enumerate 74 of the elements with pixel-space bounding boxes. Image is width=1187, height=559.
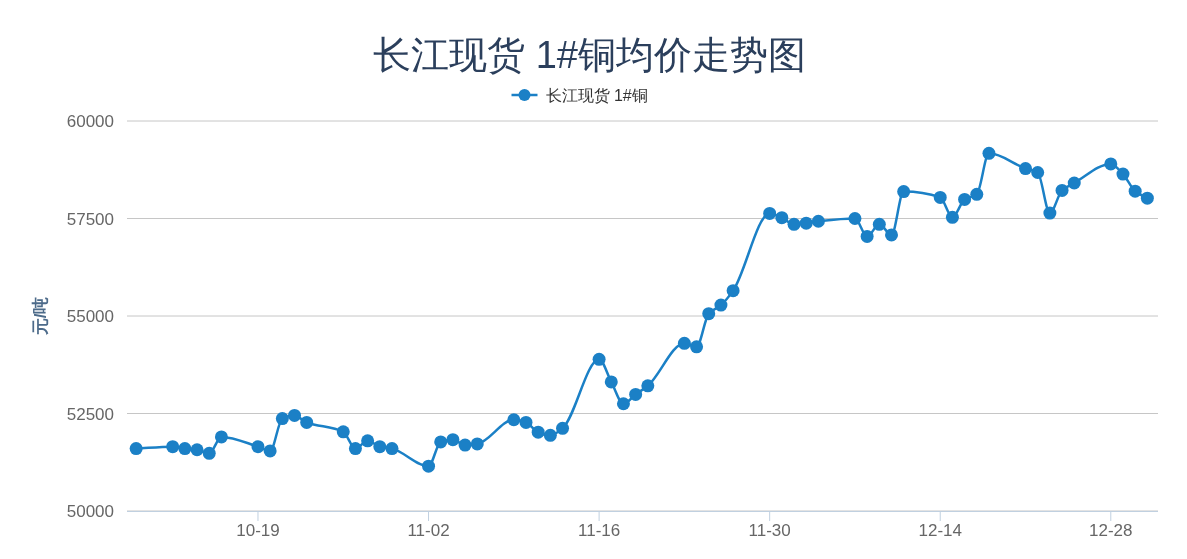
x-tick-label: 12-28: [1089, 521, 1133, 540]
point: [1043, 206, 1057, 220]
y-tick-label: 52500: [66, 404, 114, 424]
point: [811, 214, 825, 228]
chart-title: 长江现货 1#铜均价走势图: [373, 34, 806, 76]
point: [507, 413, 521, 427]
point: [1104, 157, 1118, 171]
point: [1031, 165, 1045, 179]
point: [373, 440, 387, 454]
y-tick-label: 57500: [66, 209, 114, 229]
point: [714, 298, 728, 312]
point: [799, 216, 813, 230]
point: [872, 217, 886, 231]
x-tick-label: 11-02: [407, 521, 450, 540]
point: [616, 397, 630, 411]
point: [933, 190, 947, 204]
point: [434, 435, 448, 449]
point: [458, 438, 472, 452]
y-tick-label: 55000: [66, 307, 114, 326]
point: [897, 185, 911, 199]
point: [288, 408, 302, 422]
point: [884, 228, 898, 242]
point: [592, 352, 606, 366]
point: [543, 428, 557, 442]
point: [1140, 191, 1154, 205]
point: [1116, 167, 1130, 181]
point: [348, 442, 362, 456]
point: [604, 375, 618, 389]
x-tick-label: 12-14: [918, 521, 962, 540]
point: [690, 340, 704, 354]
point: [422, 459, 436, 473]
point: [958, 192, 972, 206]
point: [1128, 184, 1142, 198]
point: [677, 336, 691, 350]
x-tick-label: 11-16: [577, 521, 621, 540]
point: [178, 442, 192, 456]
point: [848, 212, 862, 225]
point: [763, 206, 777, 220]
point: [251, 440, 265, 454]
point: [641, 379, 655, 393]
point: [519, 415, 533, 429]
point: [629, 387, 643, 401]
x-tick-label: 10-19: [236, 521, 280, 540]
point: [275, 412, 289, 426]
point: [787, 217, 801, 231]
point: [775, 211, 789, 225]
point: [446, 433, 460, 447]
point: [470, 437, 484, 451]
point: [1055, 183, 1069, 197]
point: [385, 442, 399, 456]
point: [361, 434, 375, 448]
legend-label: 长江现货 1#铜: [545, 87, 648, 104]
point: [214, 430, 228, 444]
point: [702, 307, 716, 321]
y-axis-title: 元/吨: [31, 296, 50, 337]
point: [1019, 162, 1033, 176]
y-tick-label: 50000: [66, 502, 114, 521]
point: [556, 421, 570, 435]
x-tick-label: 11-30: [748, 521, 791, 540]
point: [300, 415, 314, 429]
point: [129, 442, 143, 456]
y-tick-label: 60000: [66, 112, 114, 131]
point: [190, 443, 204, 457]
point: [202, 446, 216, 460]
point: [982, 146, 996, 160]
point: [531, 425, 545, 439]
point: [263, 444, 277, 458]
point: [336, 425, 350, 439]
point: [166, 440, 180, 454]
point: [970, 187, 984, 201]
point: [945, 210, 959, 224]
point: [1067, 176, 1081, 190]
point: [860, 229, 874, 243]
point: [726, 284, 740, 298]
